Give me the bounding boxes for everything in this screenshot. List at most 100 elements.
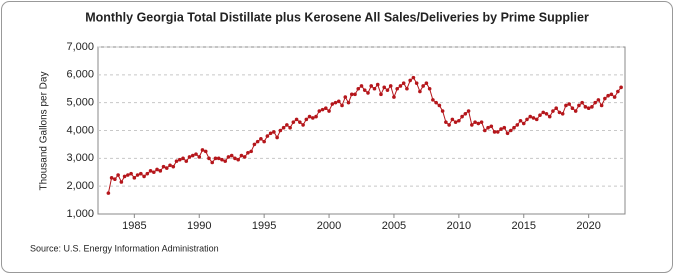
data-point bbox=[392, 95, 396, 99]
data-point bbox=[408, 78, 412, 83]
data-point bbox=[470, 123, 474, 127]
data-point bbox=[547, 114, 552, 119]
data-point bbox=[515, 123, 520, 127]
data-point bbox=[447, 123, 451, 127]
data-point bbox=[288, 125, 292, 130]
x-tick-label: 2000 bbox=[317, 220, 341, 232]
data-point bbox=[330, 102, 335, 106]
data-point bbox=[177, 157, 182, 162]
data-point bbox=[346, 100, 351, 105]
data-point bbox=[577, 103, 581, 108]
data-point bbox=[616, 89, 620, 94]
data-point bbox=[200, 148, 205, 152]
data-point bbox=[226, 155, 231, 159]
data-point bbox=[476, 121, 481, 126]
data-point bbox=[570, 106, 575, 111]
data-point bbox=[483, 128, 487, 133]
data-point bbox=[190, 153, 195, 158]
data-point bbox=[161, 164, 166, 169]
data-point bbox=[538, 113, 542, 117]
data-point bbox=[369, 84, 374, 88]
data-point bbox=[544, 112, 549, 116]
y-tick-label: 5,000 bbox=[66, 97, 94, 109]
data-point bbox=[135, 173, 140, 177]
data-point bbox=[207, 156, 211, 161]
data-point bbox=[216, 156, 221, 161]
data-point bbox=[242, 155, 247, 159]
x-tick-label: 2005 bbox=[382, 220, 406, 232]
data-point bbox=[495, 130, 500, 134]
data-point bbox=[259, 137, 263, 141]
data-point bbox=[502, 125, 507, 130]
data-point bbox=[473, 120, 477, 124]
x-tick-label: 1995 bbox=[252, 220, 276, 232]
source: Source: U.S. Energy Information Administ… bbox=[30, 243, 219, 253]
data-point bbox=[557, 110, 562, 115]
data-point bbox=[252, 142, 257, 147]
data-point bbox=[450, 117, 455, 122]
data-point bbox=[145, 171, 150, 176]
data-point bbox=[255, 139, 260, 144]
data-point bbox=[336, 99, 341, 104]
data-point bbox=[126, 173, 130, 177]
data-point bbox=[298, 120, 302, 124]
y-tick-label: 2,000 bbox=[66, 180, 94, 192]
data-point bbox=[233, 156, 237, 161]
data-point bbox=[301, 123, 305, 127]
data-point bbox=[317, 109, 322, 113]
data-point bbox=[508, 128, 513, 133]
data-point bbox=[239, 153, 244, 158]
data-point bbox=[567, 102, 571, 106]
x-tick-label: 1990 bbox=[187, 220, 211, 232]
data-point bbox=[453, 120, 458, 124]
data-point bbox=[431, 98, 435, 102]
data-point bbox=[307, 114, 312, 119]
data-point bbox=[440, 109, 445, 113]
data-point bbox=[343, 95, 348, 99]
data-point bbox=[275, 135, 279, 140]
data-point bbox=[203, 149, 208, 154]
data-point bbox=[499, 127, 503, 131]
data-point bbox=[132, 176, 137, 180]
data-point bbox=[375, 82, 380, 87]
data-point bbox=[164, 166, 169, 170]
data-point bbox=[246, 150, 250, 155]
y-axis-label: Thousand Gallons per Day bbox=[39, 72, 50, 191]
data-point bbox=[609, 92, 614, 97]
data-point bbox=[427, 86, 432, 91]
data-point bbox=[142, 174, 146, 179]
x-tick-label: 2015 bbox=[512, 220, 536, 232]
data-point bbox=[382, 85, 387, 90]
data-point bbox=[395, 86, 399, 91]
x-tick-label: 1985 bbox=[122, 220, 146, 232]
data-point bbox=[272, 130, 276, 134]
data-point bbox=[580, 100, 584, 105]
data-point bbox=[505, 131, 510, 136]
data-point bbox=[116, 173, 120, 177]
data-point bbox=[512, 125, 516, 130]
data-point bbox=[333, 100, 338, 105]
data-point bbox=[281, 125, 286, 130]
data-point bbox=[619, 85, 623, 90]
data-point bbox=[421, 84, 425, 88]
data-point bbox=[541, 110, 546, 115]
data-point bbox=[457, 118, 461, 123]
data-point bbox=[599, 103, 604, 108]
data-point bbox=[424, 81, 429, 85]
data-point bbox=[525, 117, 529, 122]
x-tick-label: 2020 bbox=[576, 220, 600, 232]
data-point bbox=[612, 95, 617, 99]
data-point bbox=[294, 117, 299, 122]
data-point bbox=[171, 164, 176, 169]
data-point bbox=[229, 153, 234, 158]
data-point bbox=[411, 75, 416, 80]
data-point bbox=[311, 116, 315, 120]
data-point bbox=[573, 109, 578, 113]
data-point bbox=[181, 156, 185, 161]
data-point bbox=[583, 105, 588, 109]
data-point bbox=[489, 124, 494, 129]
chart-title: Monthly Georgia Total Distillate plus Ke… bbox=[85, 10, 589, 24]
data-point bbox=[353, 92, 357, 97]
